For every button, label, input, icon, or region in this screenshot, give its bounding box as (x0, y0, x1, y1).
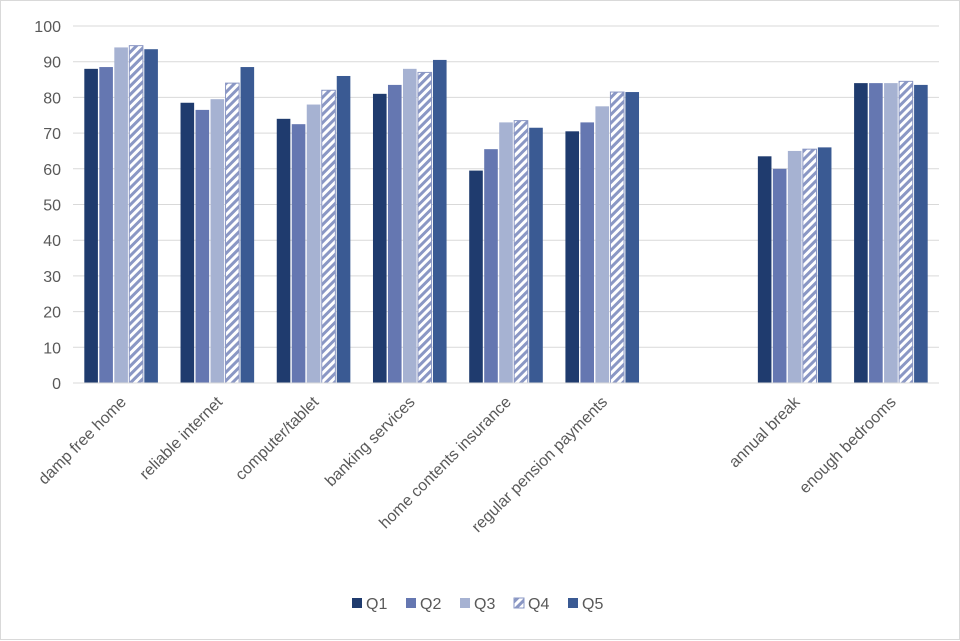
y-tick-label: 70 (43, 126, 61, 143)
bar-q4 (321, 89, 336, 384)
bar-q2 (772, 168, 787, 383)
y-tick-label: 60 (43, 162, 61, 179)
bar-q1 (372, 93, 387, 383)
x-category-label: annual break (726, 393, 804, 471)
bar-q5 (625, 92, 640, 384)
legend-swatch-q2 (406, 598, 416, 608)
y-tick-label: 40 (43, 233, 61, 250)
x-category-label: damp free home (36, 394, 130, 488)
bars (84, 45, 928, 384)
legend-swatch-q3 (460, 598, 470, 608)
bar-q3 (595, 106, 610, 383)
bar-q1 (565, 131, 580, 383)
y-tick-label: 10 (43, 340, 61, 357)
bar-q5 (144, 49, 158, 384)
x-category-label: computer/tablet (232, 393, 322, 483)
y-tick-label: 20 (43, 305, 61, 322)
bar-q1 (757, 156, 772, 383)
legend-swatch-q1 (352, 598, 362, 608)
bar-q5 (529, 127, 543, 384)
legend-swatch-q5 (568, 598, 578, 608)
bar-q3 (210, 99, 225, 383)
x-category-label: banking services (322, 394, 418, 490)
bar-q4 (513, 120, 529, 384)
x-category-label: enough bedrooms (796, 394, 899, 497)
bar-q2 (99, 67, 113, 384)
legend-label-q2: Q2 (420, 596, 441, 613)
legend-swatch-q4 (513, 597, 525, 609)
bar-q2 (291, 124, 306, 384)
bar-q3 (114, 47, 128, 384)
legend: Q1 Q2 Q3 Q4 Q5 (352, 596, 603, 613)
bar-q4 (225, 82, 240, 384)
x-category-label: reliable internet (137, 393, 227, 483)
bar-q4 (417, 71, 433, 384)
bar-q3 (787, 150, 802, 383)
bar-q2 (195, 109, 210, 384)
bar-q3 (499, 122, 513, 383)
y-axis: 0 10 20 30 40 50 60 70 80 90 100 (34, 19, 61, 393)
bar-q1 (276, 118, 291, 383)
bar-q4 (128, 45, 144, 384)
bar-q1 (854, 83, 868, 384)
bar-q2 (869, 83, 883, 384)
bar-q3 (884, 83, 898, 384)
y-tick-label: 50 (43, 198, 61, 215)
bar-q2 (484, 149, 498, 383)
y-tick-label: 80 (43, 90, 61, 107)
bar-q4 (802, 148, 817, 384)
bar-q1 (84, 68, 98, 383)
bar-q5 (914, 84, 928, 383)
bar-q1 (180, 102, 195, 383)
bar-q2 (387, 84, 402, 383)
bar-q3 (402, 68, 417, 383)
bar-q2 (580, 122, 595, 383)
bar-q5 (336, 75, 351, 383)
bar-q5 (432, 59, 447, 383)
y-tick-label: 90 (43, 55, 61, 72)
legend-label-q1: Q1 (366, 596, 387, 613)
y-tick-label: 0 (52, 376, 61, 393)
bar-q4 (609, 91, 625, 384)
y-tick-label: 30 (43, 269, 61, 286)
bar-q4 (898, 80, 914, 384)
x-axis: damp free home reliable internet computer/… (36, 382, 939, 536)
legend-label-q5: Q5 (582, 596, 603, 613)
bar-q5 (240, 67, 255, 384)
bar-q1 (469, 170, 483, 383)
legend-label-q4: Q4 (528, 596, 549, 613)
bar-q5 (817, 147, 832, 383)
bar-q3 (306, 104, 321, 383)
legend-label-q3: Q3 (474, 596, 495, 613)
y-tick-label: 100 (34, 19, 61, 36)
